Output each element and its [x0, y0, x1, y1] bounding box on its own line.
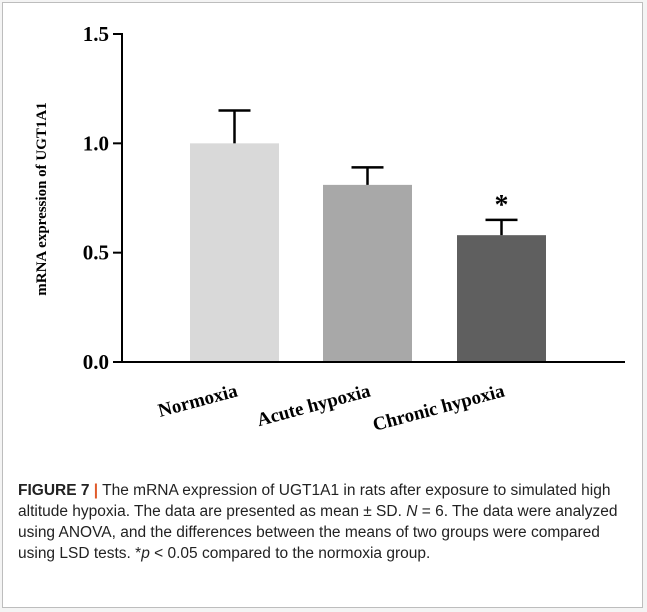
y-axis-label: mRNA expression of UGT1A1	[34, 102, 50, 295]
y-tick-label: 1.0	[83, 131, 109, 155]
error-bars-group: *	[218, 109, 518, 236]
caption-figure-label: FIGURE 7	[18, 482, 90, 499]
caption-text-3: < 0.05 compared to the normoxia group.	[149, 545, 431, 562]
x-tick-label: Acute hypoxia	[255, 380, 374, 431]
y-tick-label: 1.5	[83, 22, 109, 46]
y-tick-label: 0.0	[83, 350, 109, 374]
caption-n-symbol: N	[406, 503, 418, 520]
bar-chronic-hypoxia	[457, 235, 546, 362]
bar-chart: * 0.0 0.5 1.0 1.5 Normoxia Acute hypoxiaChro…	[34, 22, 625, 436]
figure-caption: FIGURE 7 | The mRNA expression of UGT1A1…	[18, 480, 630, 564]
x-tick-label: Normoxia	[156, 380, 240, 421]
caption-separator: |	[93, 482, 99, 499]
y-tick-label: 0.5	[83, 241, 109, 265]
bar-normoxia	[190, 143, 279, 362]
bar-acute-hypoxia	[323, 184, 412, 362]
caption-text-1: The mRNA expression of UGT1A1 in rats af…	[18, 482, 611, 520]
y-ticks-group: 0.0 0.5 1.0 1.5	[83, 22, 122, 374]
x-tick-label: Chronic hypoxia	[371, 380, 508, 435]
caption-text-2: = 6. The data were analyzed using ANOVA,…	[18, 503, 618, 562]
significance-marker: *	[495, 190, 509, 221]
bars-group	[190, 143, 546, 362]
caption-p-symbol: p	[141, 545, 150, 562]
